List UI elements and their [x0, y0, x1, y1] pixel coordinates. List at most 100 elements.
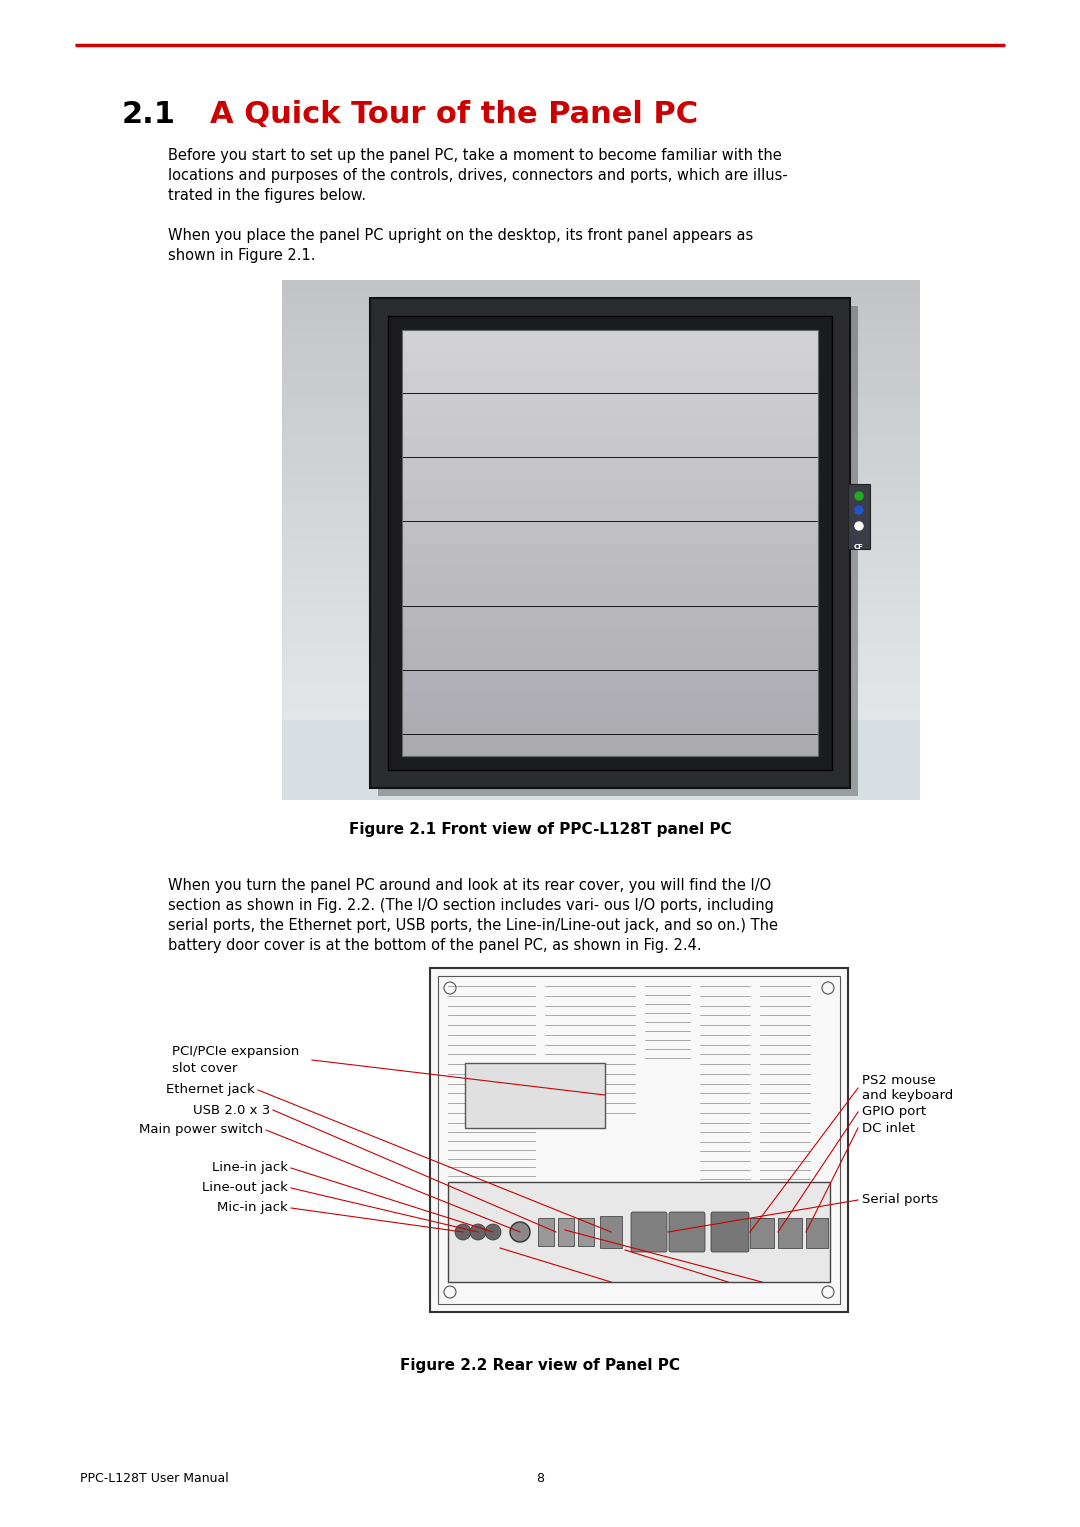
Text: VGA port: VGA port	[595, 1251, 656, 1263]
Text: When you place the panel PC upright on the desktop, its front panel appears as: When you place the panel PC upright on t…	[168, 228, 753, 243]
FancyBboxPatch shape	[631, 1212, 667, 1252]
Bar	[282, 397, 920, 411]
Bar	[282, 644, 920, 657]
Bar	[282, 683, 920, 696]
Bar	[402, 522, 818, 544]
Bar	[402, 499, 818, 521]
Circle shape	[455, 1225, 471, 1240]
Bar	[282, 786, 920, 800]
Circle shape	[855, 505, 863, 515]
Bar	[538, 1219, 554, 1246]
Bar	[282, 331, 920, 345]
Bar	[282, 774, 920, 786]
Bar	[754, 1219, 770, 1246]
Bar	[282, 293, 920, 305]
Bar	[430, 968, 848, 1312]
Text: section as shown in Fig. 2.2. (The I/O section includes vari- ous I/O ports, inc: section as shown in Fig. 2.2. (The I/O s…	[168, 898, 774, 913]
Bar	[402, 713, 818, 734]
Bar	[402, 563, 818, 585]
Text: A Quick Tour of the Panel PC: A Quick Tour of the Panel PC	[210, 99, 698, 128]
Circle shape	[485, 1225, 501, 1240]
Bar	[402, 351, 818, 373]
Bar	[282, 449, 920, 463]
Bar	[402, 479, 818, 499]
Text: trated in the figures below.: trated in the figures below.	[168, 188, 366, 203]
Bar	[465, 1063, 605, 1128]
Text: battery door cover is at the bottom of the panel PC, as shown in Fig. 2.4.: battery door cover is at the bottom of t…	[168, 938, 702, 953]
Bar	[402, 330, 818, 756]
Bar	[282, 357, 920, 371]
Text: Before you start to set up the panel PC, take a moment to become familiar with t: Before you start to set up the panel PC,…	[168, 148, 782, 163]
Bar	[402, 734, 818, 756]
Text: 8: 8	[536, 1472, 544, 1484]
Bar	[282, 734, 920, 748]
Bar	[282, 305, 920, 319]
Text: Main power switch: Main power switch	[139, 1124, 264, 1136]
Bar	[282, 501, 920, 515]
Text: slot cover: slot cover	[172, 1061, 238, 1075]
Bar	[282, 527, 920, 541]
Bar	[282, 553, 920, 567]
Text: Figure 2.2 Rear view of Panel PC: Figure 2.2 Rear view of Panel PC	[400, 1358, 680, 1373]
Bar	[806, 1219, 828, 1248]
Text: shown in Figure 2.1.: shown in Figure 2.1.	[168, 247, 315, 263]
Text: locations and purposes of the controls, drives, connectors and ports, which are : locations and purposes of the controls, …	[168, 168, 787, 183]
Bar	[282, 631, 920, 644]
Bar	[282, 618, 920, 631]
Text: Line-out jack: Line-out jack	[202, 1182, 288, 1194]
Bar	[282, 279, 920, 293]
Text: CF: CF	[854, 544, 864, 550]
Bar	[282, 567, 920, 579]
FancyBboxPatch shape	[711, 1212, 750, 1252]
Bar	[282, 383, 920, 397]
Text: USB 2.0: USB 2.0	[539, 1231, 591, 1243]
Bar	[282, 463, 920, 475]
Text: Line-in jack: Line-in jack	[212, 1162, 288, 1174]
Bar	[282, 592, 920, 605]
Circle shape	[510, 1222, 530, 1241]
Bar	[848, 484, 870, 550]
Bar	[282, 319, 920, 331]
Bar	[282, 489, 920, 501]
Bar	[282, 670, 920, 683]
Bar	[378, 305, 858, 796]
Bar	[282, 579, 920, 592]
Circle shape	[470, 1225, 486, 1240]
Bar	[282, 605, 920, 618]
Text: serial ports, the Ethernet port, USB ports, the Line-in/Line-out jack, and so on: serial ports, the Ethernet port, USB por…	[168, 918, 778, 933]
Text: PCI/PCIe expansion: PCI/PCIe expansion	[172, 1046, 299, 1058]
Bar	[282, 475, 920, 489]
Bar	[402, 330, 818, 351]
Bar	[282, 657, 920, 670]
Bar	[402, 670, 818, 692]
Text: and keyboard: and keyboard	[862, 1089, 954, 1102]
Text: Figure 2.1 Front view of PPC-L128T panel PC: Figure 2.1 Front view of PPC-L128T panel…	[349, 822, 731, 837]
Bar	[778, 1219, 802, 1248]
Text: USB 2.0 x 3: USB 2.0 x 3	[192, 1104, 270, 1116]
Bar	[282, 437, 920, 449]
Bar	[558, 1219, 573, 1246]
Bar	[600, 1215, 622, 1248]
Bar	[402, 437, 818, 457]
Text: Ethernet jack: Ethernet jack	[166, 1084, 255, 1096]
Text: Serial ports: Serial ports	[862, 1194, 939, 1206]
Bar	[282, 760, 920, 774]
Circle shape	[855, 492, 863, 499]
Bar	[402, 394, 818, 415]
Bar	[282, 748, 920, 760]
FancyBboxPatch shape	[669, 1212, 705, 1252]
Bar	[402, 649, 818, 670]
Bar	[282, 371, 920, 383]
Bar	[402, 544, 818, 563]
Bar	[282, 696, 920, 709]
Text: PS2 mouse: PS2 mouse	[862, 1073, 935, 1087]
Text: PPC-L128T User Manual: PPC-L128T User Manual	[80, 1472, 229, 1484]
Bar	[402, 415, 818, 437]
Bar	[282, 345, 920, 357]
Bar	[282, 423, 920, 437]
Text: When you turn the panel PC around and look at its rear cover, you will find the : When you turn the panel PC around and lo…	[168, 878, 771, 893]
Bar	[282, 515, 920, 527]
Bar	[578, 1219, 594, 1246]
Bar	[448, 1182, 831, 1283]
Text: 2.1: 2.1	[122, 99, 176, 128]
